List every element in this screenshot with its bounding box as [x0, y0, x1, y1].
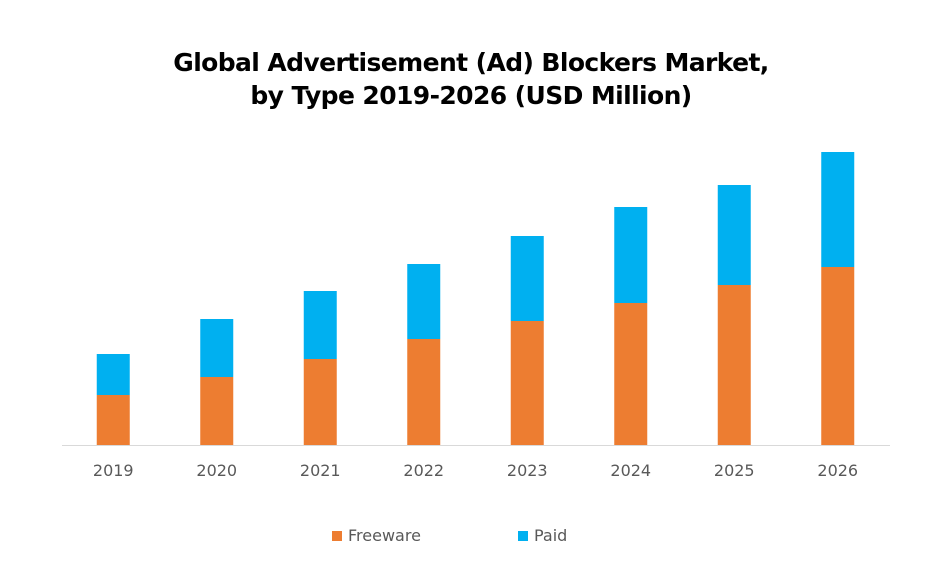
bar-freeware-2022	[407, 339, 441, 445]
bar-paid-2024	[614, 207, 648, 303]
bar-freeware-2024	[614, 303, 648, 445]
x-tick-label: 2019	[93, 461, 134, 480]
bar-paid-2025	[717, 185, 751, 285]
bar-paid-2026	[821, 152, 855, 267]
chart-title-line-1: Global Advertisement (Ad) Blockers Marke…	[173, 48, 769, 77]
bar-freeware-2025	[717, 285, 751, 445]
bar-paid-2021	[303, 291, 337, 359]
legend-swatch-paid	[518, 530, 528, 541]
bar-freeware-2021	[303, 359, 337, 445]
bar-freeware-2023	[510, 321, 544, 445]
bar-freeware-2019	[96, 395, 130, 445]
x-tick-label: 2022	[403, 461, 444, 480]
bar-paid-2020	[200, 319, 234, 377]
legend-swatch-freeware	[332, 530, 342, 541]
legend-label-paid: Paid	[534, 526, 568, 545]
bar-freeware-2026	[821, 267, 855, 445]
chart-title-line-2: by Type 2019-2026 (USD Million)	[250, 81, 692, 110]
x-tick-label: 2020	[196, 461, 237, 480]
chart-title: Global Advertisement (Ad) Blockers Marke…	[0, 46, 942, 112]
x-tick-label: 2026	[817, 461, 858, 480]
bar-paid-2019	[96, 354, 130, 395]
x-tick-label: 2021	[300, 461, 341, 480]
x-tick-label: 2025	[714, 461, 755, 480]
x-tick-label: 2023	[507, 461, 548, 480]
bar-paid-2022	[407, 264, 441, 339]
bar-paid-2023	[510, 236, 544, 321]
bar-freeware-2020	[200, 377, 234, 445]
legend-item-paid: Paid	[518, 526, 567, 545]
x-tick-label: 2024	[610, 461, 651, 480]
legend-label-freeware: Freeware	[348, 526, 421, 545]
legend-item-freeware: Freeware	[332, 526, 421, 545]
